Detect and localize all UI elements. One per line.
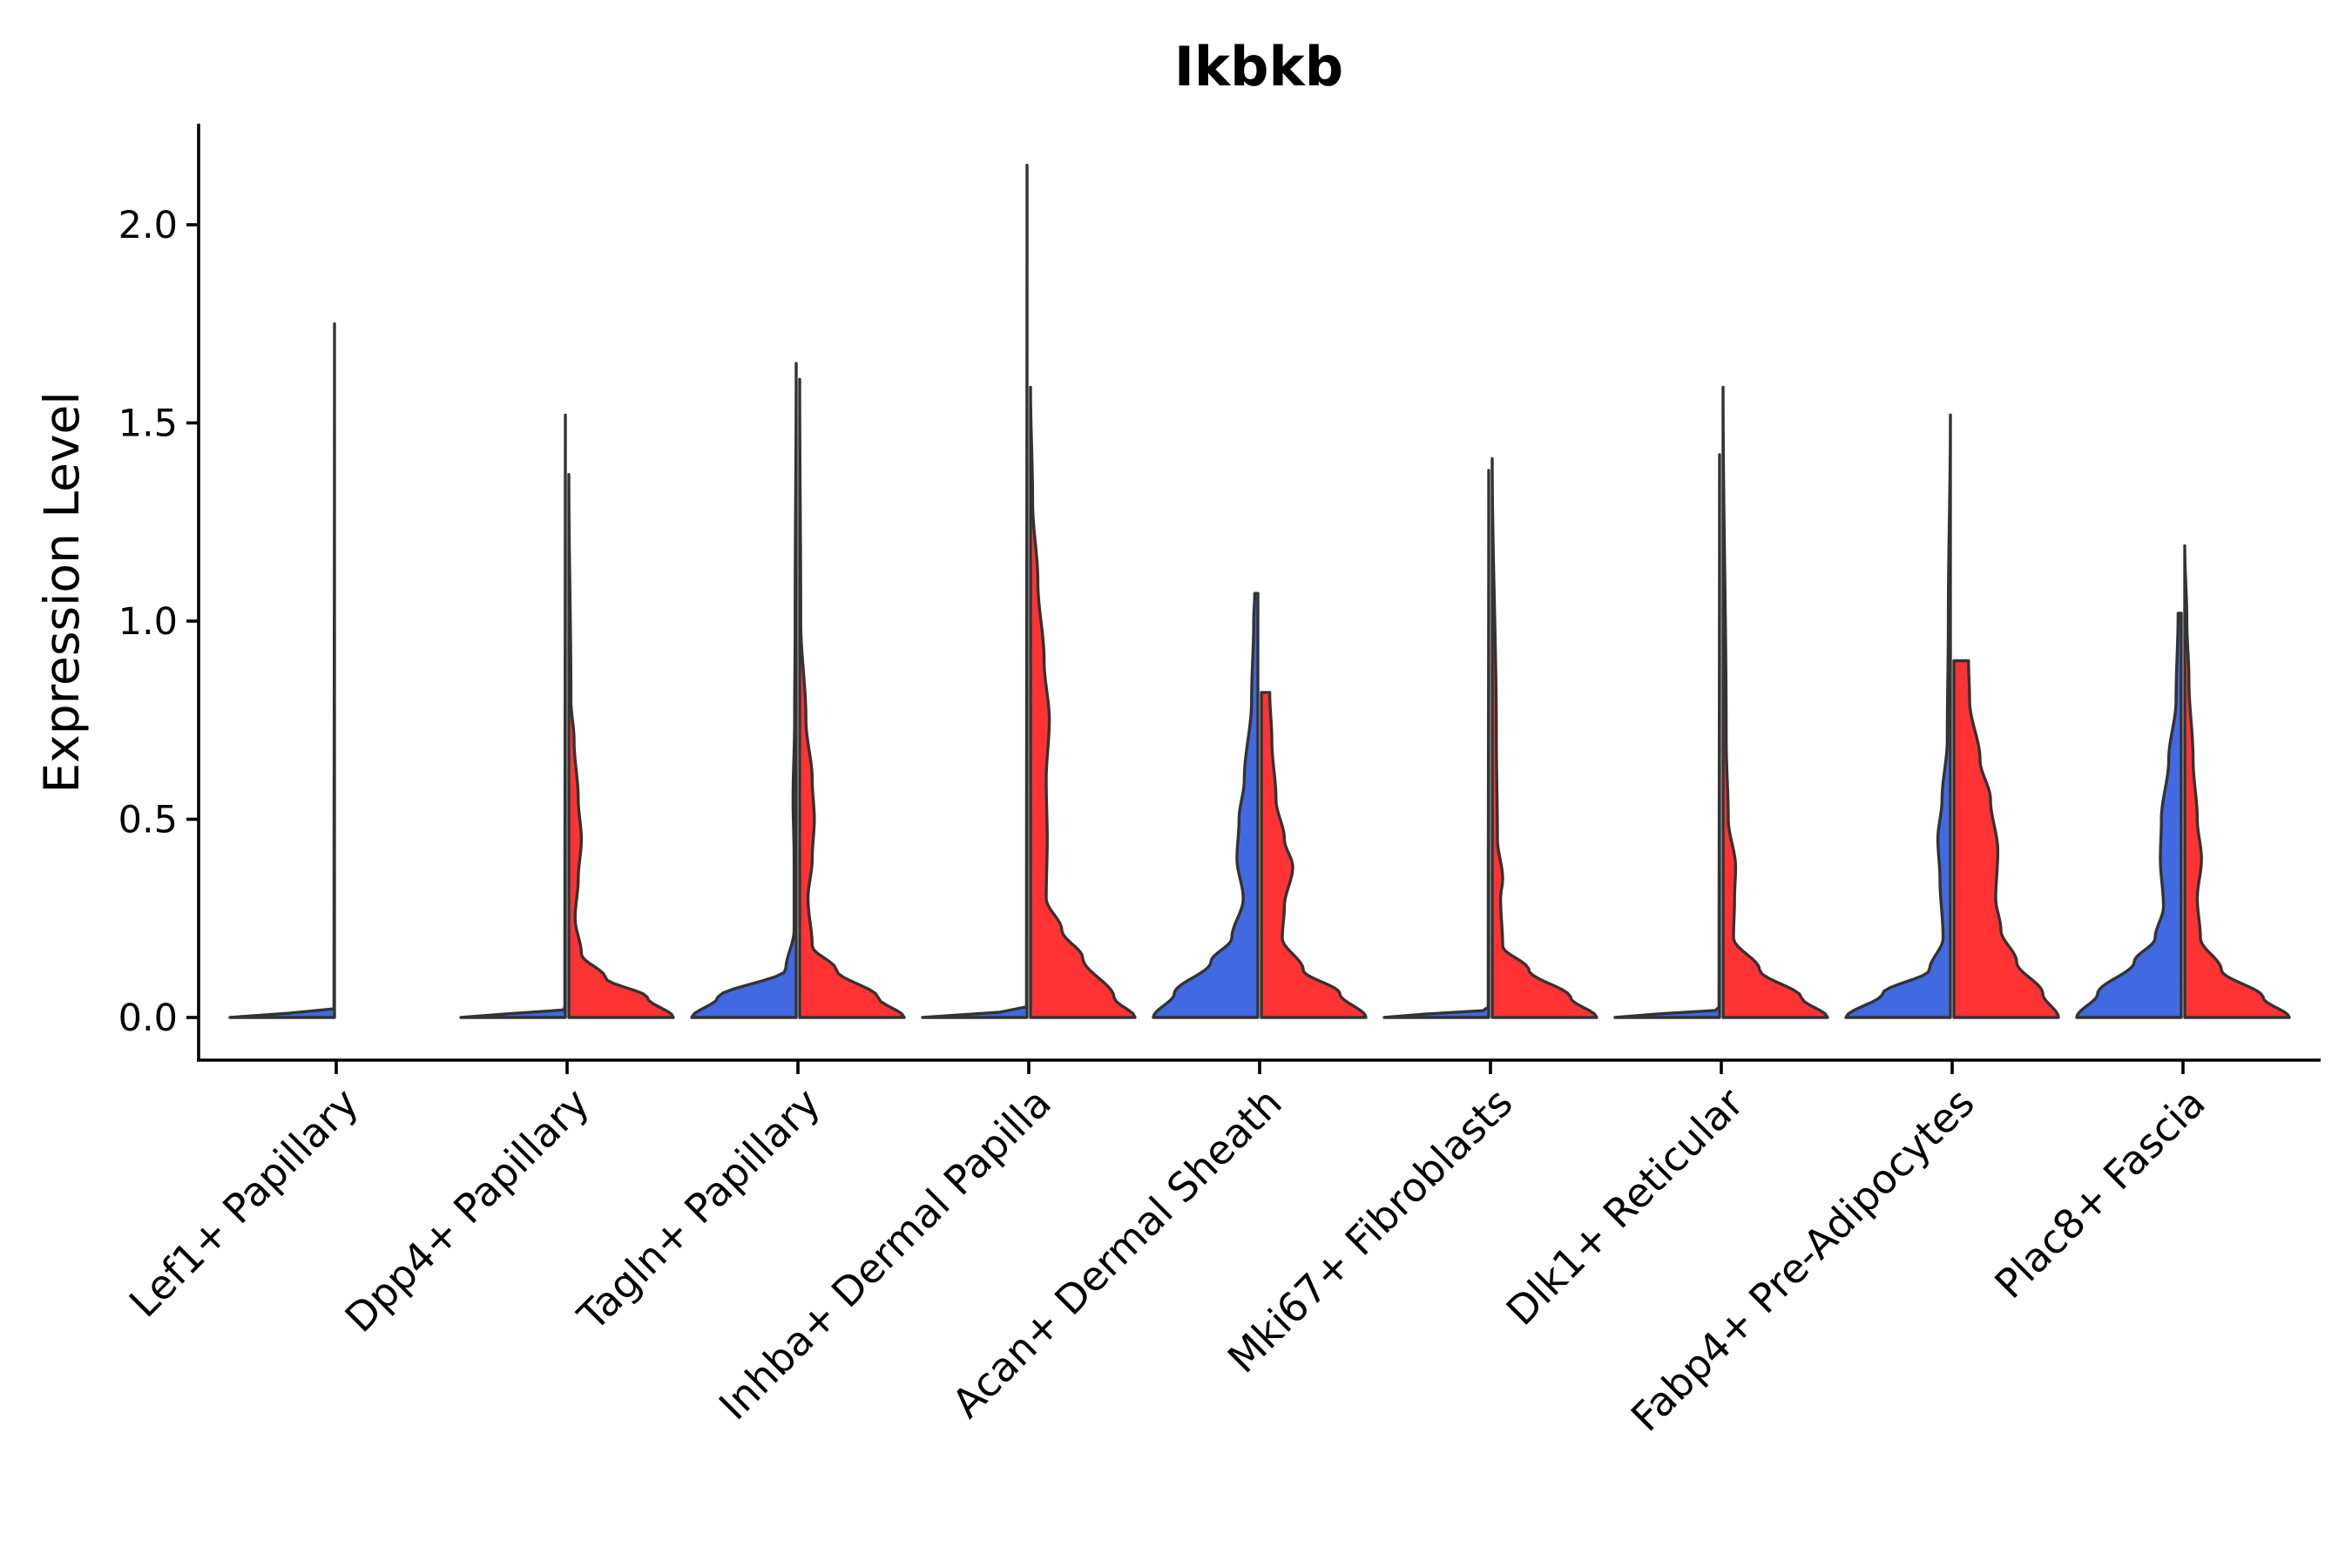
- violin-left-half: [459, 413, 567, 1019]
- violin-left-half: [228, 322, 336, 1019]
- violin-left-half: [1613, 453, 1721, 1019]
- chart-title: Ikbkb: [1174, 35, 1343, 98]
- violin-right-half: [1721, 385, 1829, 1019]
- x-tick-label: Lef1+ Papillary: [120, 1079, 368, 1327]
- violin-left-half: [1382, 469, 1490, 1019]
- violin-right-half: [2183, 544, 2291, 1019]
- x-tick-label: Dlk1+ Reticular: [1497, 1079, 1753, 1335]
- violin-group: [228, 164, 2291, 1019]
- y-tick-label: 1.5: [118, 402, 178, 446]
- violin-left-half: [2075, 612, 2183, 1019]
- y-tick-label: 1.0: [118, 600, 178, 644]
- y-tick-label: 0.5: [118, 799, 178, 842]
- violin-left-half: [921, 164, 1029, 1019]
- violin-right-half: [1260, 691, 1368, 1019]
- violin-right-half: [1029, 385, 1137, 1019]
- y-tick-label: 2.0: [118, 204, 178, 247]
- y-axis-ticks: 0.0 0.5 1.0 1.5 2.0: [118, 204, 199, 1040]
- violin-left-half: [1152, 591, 1260, 1019]
- violin-left-half: [690, 362, 798, 1019]
- y-tick-label: 0.0: [118, 997, 178, 1040]
- violin-right-half: [1952, 659, 2060, 1019]
- x-tick-label: Tagln+ Papillary: [568, 1079, 829, 1341]
- violin-right-half: [567, 472, 675, 1019]
- violin-right-half: [1490, 456, 1598, 1019]
- y-axis-title: Expression Level: [34, 391, 90, 793]
- x-tick-label: Dpp4+ Papillary: [336, 1079, 598, 1342]
- violin-left-half: [1844, 413, 1952, 1019]
- x-tick-label: Plac8+ Fascia: [1985, 1079, 2213, 1308]
- violin-right-half: [798, 377, 906, 1019]
